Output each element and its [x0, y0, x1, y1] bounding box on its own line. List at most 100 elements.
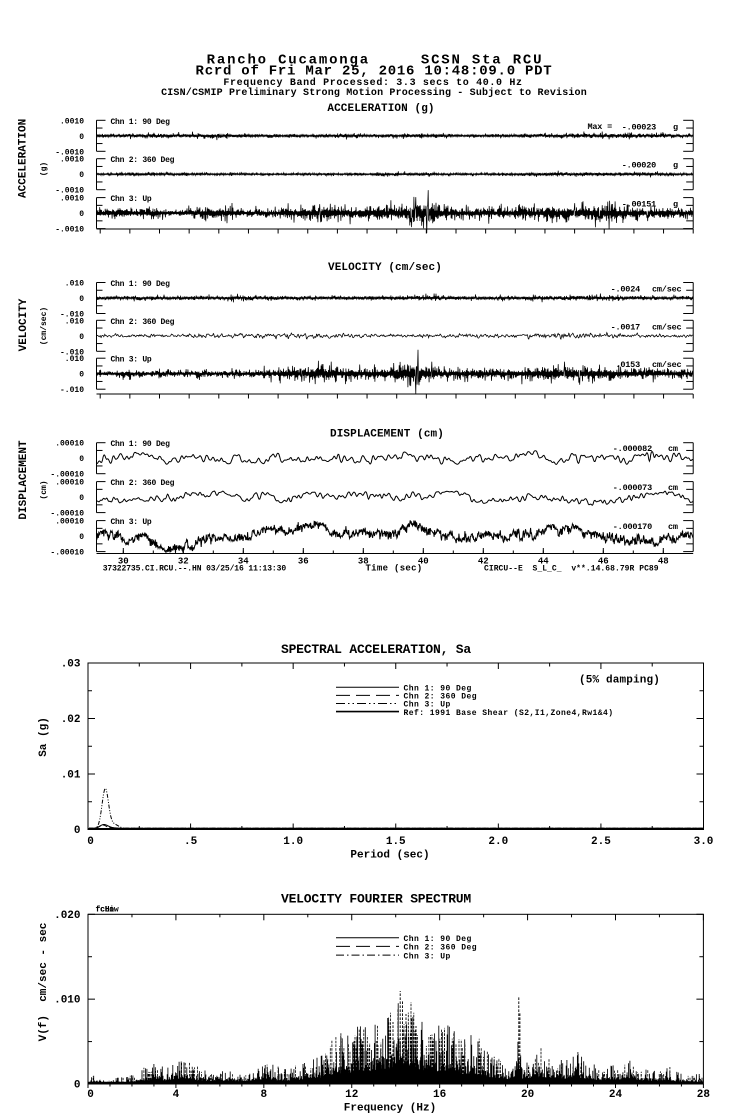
svg-text:0: 0: [79, 210, 84, 219]
svg-text:-.00151: -.00151: [622, 200, 656, 210]
svg-text:-.0024: -.0024: [611, 285, 641, 295]
svg-text:Period (sec): Period (sec): [350, 850, 429, 862]
svg-text:Max =: Max =: [587, 122, 612, 132]
svg-text:-.000082: -.000082: [613, 444, 652, 454]
svg-text:Chn 2: 360 Deg: Chn 2: 360 Deg: [404, 944, 478, 953]
svg-text:cm: cm: [668, 444, 678, 454]
svg-text:Chn 1: 90 Deg: Chn 1: 90 Deg: [111, 280, 171, 289]
svg-text:44: 44: [538, 557, 549, 567]
svg-text:.0010: .0010: [60, 117, 84, 126]
svg-text:g: g: [673, 161, 678, 171]
svg-text:-.00010: -.00010: [50, 510, 84, 519]
svg-text:Chn 3: Up: Chn 3: Up: [404, 701, 451, 710]
svg-text:Rcrd of Fri Mar 25, 2016 10:48: Rcrd of Fri Mar 25, 2016 10:48:09.0 PDT: [196, 64, 553, 80]
svg-text:4: 4: [173, 1089, 180, 1101]
svg-text:fcLow: fcLow: [96, 906, 119, 915]
svg-text:-.0010: -.0010: [55, 187, 84, 196]
svg-text:-.000073: -.000073: [613, 483, 652, 493]
svg-text:0: 0: [79, 295, 84, 304]
svg-text:3.0: 3.0: [694, 836, 714, 848]
svg-text:ACCELERATION (g): ACCELERATION (g): [327, 103, 434, 115]
svg-text:.010: .010: [65, 355, 84, 364]
svg-text:-.00010: -.00010: [50, 471, 84, 480]
svg-text:.03: .03: [61, 659, 81, 671]
svg-text:cm/sec: cm/sec: [652, 322, 682, 332]
svg-text:2.5: 2.5: [591, 836, 611, 848]
svg-text:(g): (g): [40, 162, 49, 176]
svg-text:.00010: .00010: [55, 479, 84, 488]
svg-text:16: 16: [433, 1089, 446, 1101]
svg-text:.00010: .00010: [55, 518, 84, 527]
svg-text:42: 42: [478, 557, 489, 567]
svg-text:Frequency (Hz): Frequency (Hz): [344, 1103, 436, 1115]
svg-text:Sa (g): Sa (g): [38, 717, 50, 757]
svg-text:(cm): (cm): [40, 480, 49, 499]
svg-text:Frequency Band Processed: 3.3: Frequency Band Processed: 3.3 secs to 40…: [223, 77, 522, 89]
svg-text:.01: .01: [61, 770, 81, 782]
svg-text:.00010: .00010: [55, 440, 84, 449]
svg-text:CISN/CSMIP Preliminary Strong: CISN/CSMIP Preliminary Strong Motion Pro…: [161, 87, 587, 99]
svg-text:VELOCITY (cm/sec): VELOCITY (cm/sec): [328, 262, 442, 274]
svg-text:-.0010: -.0010: [55, 148, 84, 157]
svg-text:V(f) cm/sec - sec: V(f) cm/sec - sec: [38, 923, 50, 1042]
svg-text:(cm/sec): (cm/sec): [40, 307, 49, 345]
svg-text:32: 32: [178, 557, 189, 567]
svg-text:-.00020: -.00020: [622, 161, 656, 171]
svg-text:Ref: 1991 Base Shear (S2,I1,Zo: Ref: 1991 Base Shear (S2,I1,Zone4,Rw1&4): [404, 709, 614, 718]
svg-text:8: 8: [261, 1089, 268, 1101]
svg-text:VELOCITY: VELOCITY: [18, 298, 30, 351]
svg-text:.020: .020: [54, 910, 80, 922]
svg-text:Rancho Cucamonga SCSN Sta: Rancho Cucamonga SCSN Sta RCU: [207, 53, 544, 69]
svg-text:Chn 2: 360 Deg: Chn 2: 360 Deg: [404, 693, 478, 702]
svg-text:0: 0: [74, 1080, 81, 1092]
svg-text:.02: .02: [61, 714, 81, 726]
svg-text:g: g: [673, 122, 678, 132]
svg-text:1.5: 1.5: [386, 836, 406, 848]
svg-text:DISPLACEMENT (cm): DISPLACEMENT (cm): [330, 429, 444, 441]
svg-text:34: 34: [238, 557, 249, 567]
svg-text:cm/sec: cm/sec: [652, 285, 682, 295]
svg-text:VELOCITY FOURIER SPECTRUM: VELOCITY FOURIER SPECTRUM: [281, 892, 471, 907]
svg-text:-.010: -.010: [60, 311, 84, 320]
svg-text:-.000170: -.000170: [613, 522, 652, 532]
svg-text:Time (sec): Time (sec): [365, 564, 422, 574]
svg-text:-.0010: -.0010: [55, 226, 84, 235]
svg-text:-.0017: -.0017: [611, 322, 641, 332]
svg-text:0: 0: [79, 533, 84, 542]
svg-text:0: 0: [79, 171, 84, 180]
svg-text:46: 46: [598, 557, 609, 567]
svg-text:DISPLACEMENT: DISPLACEMENT: [18, 440, 30, 520]
svg-text:fcHi: fcHi: [96, 906, 115, 915]
svg-text:Chn 2: 360 Deg: Chn 2: 360 Deg: [111, 479, 175, 488]
svg-text:cm: cm: [668, 522, 678, 532]
svg-text:g: g: [673, 200, 678, 210]
svg-text:.0010: .0010: [60, 195, 84, 204]
svg-text:0: 0: [87, 1089, 94, 1101]
svg-text:-.010: -.010: [60, 348, 84, 357]
svg-text:37322735.CI.RCU.--.HN 03/25/16: 37322735.CI.RCU.--.HN 03/25/16 11:13:30: [103, 565, 287, 574]
svg-text:0: 0: [74, 825, 81, 837]
svg-text:.0153: .0153: [615, 360, 640, 370]
svg-text:Chn 3: Up: Chn 3: Up: [111, 518, 152, 527]
svg-text:Chn 1: 90 Deg: Chn 1: 90 Deg: [111, 118, 171, 127]
svg-text:0: 0: [87, 836, 94, 848]
svg-text:SPECTRAL ACCELERATION, Sa: SPECTRAL ACCELERATION, Sa: [281, 642, 471, 657]
svg-text:48: 48: [658, 557, 669, 567]
svg-text:cm: cm: [668, 483, 678, 493]
svg-text:.010: .010: [54, 995, 80, 1007]
svg-text:-.00023: -.00023: [622, 122, 656, 132]
svg-text:cm/sec: cm/sec: [652, 360, 682, 370]
svg-text:28: 28: [697, 1089, 711, 1101]
svg-text:0: 0: [79, 494, 84, 503]
svg-text:ACCELERATION: ACCELERATION: [18, 119, 30, 198]
svg-text:30: 30: [118, 557, 129, 567]
svg-text:0: 0: [79, 371, 84, 380]
svg-text:.5: .5: [184, 836, 198, 848]
svg-text:-.010: -.010: [60, 386, 84, 395]
svg-text:.0010: .0010: [60, 156, 84, 165]
svg-text:(5% damping): (5% damping): [579, 675, 660, 687]
svg-text:Chn 1: 90 Deg: Chn 1: 90 Deg: [111, 440, 171, 449]
svg-text:Chn 3: Up: Chn 3: Up: [404, 952, 451, 961]
svg-text:1.0: 1.0: [283, 836, 303, 848]
svg-text:24: 24: [609, 1089, 623, 1101]
